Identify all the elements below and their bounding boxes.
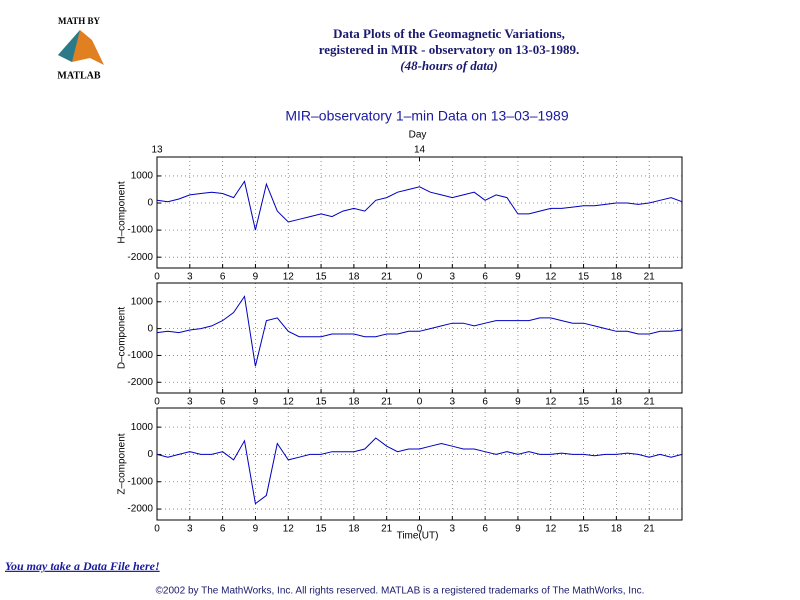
y-tick-label: -1000	[127, 350, 153, 361]
x-tick-label: 3	[450, 397, 456, 408]
data-line	[156, 180, 683, 231]
x-tick-label: 18	[611, 524, 623, 535]
x-tick-label: 9	[515, 397, 521, 408]
logo: MATH BY MATLAB	[57, 16, 104, 81]
x-tick-label: 15	[316, 524, 328, 535]
x-tick-label: 9	[253, 524, 259, 535]
x-tick-label: 18	[611, 397, 623, 408]
header-title: registered in MIR - observatory on 13-03…	[319, 42, 580, 57]
x-tick-label: 21	[644, 524, 656, 535]
footer: ©2002 by The MathWorks, Inc. All rights …	[156, 586, 645, 597]
x-tick-label: 18	[348, 524, 360, 535]
x-tick-label: 6	[482, 272, 488, 283]
y-tick-label: 1000	[131, 422, 154, 433]
x-axis-label: Time(UT)	[397, 531, 439, 542]
x-tick-label: 9	[515, 524, 521, 535]
y-tick-label: 0	[147, 198, 153, 209]
x-tick-label: 9	[515, 272, 521, 283]
x-tick-label: 0	[417, 524, 423, 535]
x-tick-label: 12	[283, 397, 295, 408]
x-tick-label: 12	[283, 524, 295, 535]
x-tick-label: 9	[253, 272, 259, 283]
y-tick-label: 1000	[131, 296, 154, 307]
x-tick-label: 21	[644, 397, 656, 408]
plots: -2000 -1000 0 1000 0 3 6 9 12 15 18 21 0 3 6 9 12 15 18 21 1…	[117, 108, 683, 542]
plot-frame	[156, 282, 683, 394]
x-tick-label: 12	[545, 397, 557, 408]
x-tick-label: 15	[578, 272, 590, 283]
y-tick-label: -2000	[127, 504, 153, 515]
x-tick-label: 3	[187, 524, 193, 535]
x-tick-label: 15	[578, 524, 590, 535]
y-tick-label: -2000	[127, 252, 153, 263]
x-tick-label: 21	[381, 524, 393, 535]
x-tick-label: 6	[220, 397, 226, 408]
x-tick-label: 6	[220, 524, 226, 535]
x-tick-label: 3	[450, 524, 456, 535]
y-tick-label: 0	[147, 323, 153, 334]
chart-title: MIR–observatory 1–min Data on 13–03–1989	[285, 108, 569, 124]
header-title: Data Plots of the Geomagnetic Variations…	[333, 26, 565, 41]
x-tick-label: 0	[154, 524, 160, 535]
header-title: (48-hours of data)	[400, 58, 498, 73]
data-line	[156, 437, 683, 505]
x-tick-label: 0	[417, 272, 423, 283]
x2-tick-label: 14	[414, 145, 426, 156]
data-link[interactable]: You may take a Data File here!	[5, 559, 160, 573]
x-tick-label: 3	[187, 272, 193, 283]
y-tick-label: 1000	[131, 171, 154, 182]
y-tick-label: -1000	[127, 225, 153, 236]
x-tick-label: 12	[283, 272, 295, 283]
x-tick-label: 6	[482, 524, 488, 535]
plot-frame	[156, 156, 683, 269]
x-tick-label: 12	[545, 272, 557, 283]
y-tick-label: -1000	[127, 476, 153, 487]
x-tick-label: 21	[381, 272, 393, 283]
x-tick-label: 12	[545, 524, 557, 535]
x-tick-label: 18	[348, 397, 360, 408]
logo-bottom: MATLAB	[57, 70, 100, 81]
data-line	[156, 295, 683, 367]
logo-top: MATH BY	[58, 16, 101, 26]
x-tick-label: 9	[253, 397, 259, 408]
x2-axis-label: Day	[409, 130, 427, 141]
x-tick-label: 3	[187, 397, 193, 408]
logo-shape	[58, 30, 80, 62]
plot-area	[157, 283, 682, 393]
x-tick-label: 0	[154, 272, 160, 283]
x-tick-label: 0	[154, 397, 160, 408]
y-tick-label: 0	[147, 449, 153, 460]
y-tick-label: -2000	[127, 377, 153, 388]
y-axis-label: D–component	[117, 307, 128, 369]
y-axis-label: H–component	[117, 181, 128, 243]
x-tick-label: 21	[381, 397, 393, 408]
x-tick-label: 0	[417, 397, 423, 408]
y-axis-label: Z–component	[117, 433, 128, 494]
x-tick-label: 15	[316, 272, 328, 283]
plot-frame	[156, 407, 683, 521]
x-tick-label: 6	[482, 397, 488, 408]
x-tick-label: 21	[644, 272, 656, 283]
x2-tick-label: 13	[151, 145, 163, 156]
x-tick-label: 3	[450, 272, 456, 283]
x-tick-label: 15	[316, 397, 328, 408]
x-tick-label: 18	[348, 272, 360, 283]
x-tick-label: 6	[220, 272, 226, 283]
x-tick-label: 15	[578, 397, 590, 408]
x-tick-label: 18	[611, 272, 623, 283]
